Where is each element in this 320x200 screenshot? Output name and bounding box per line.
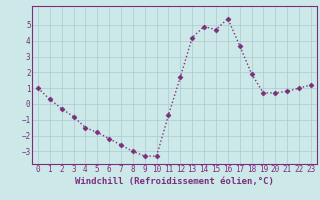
X-axis label: Windchill (Refroidissement éolien,°C): Windchill (Refroidissement éolien,°C) <box>75 177 274 186</box>
